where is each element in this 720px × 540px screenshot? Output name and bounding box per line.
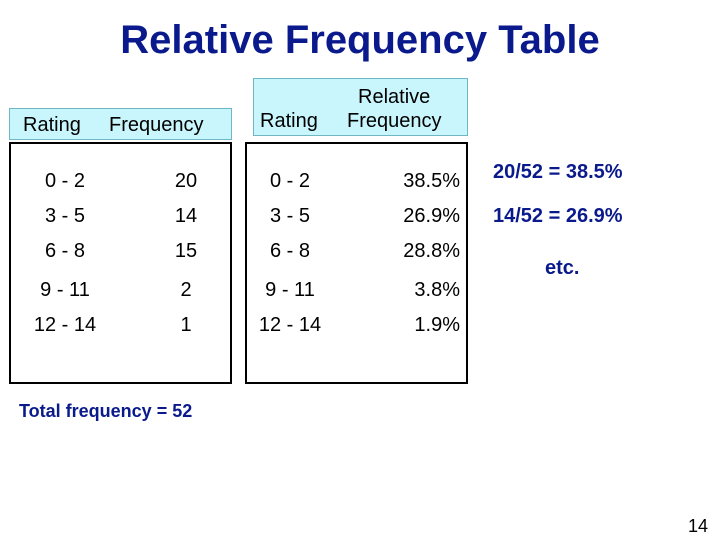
- frequency-table-header: Rating Frequency: [9, 108, 232, 140]
- relative-frequency-table: [245, 142, 468, 384]
- relfreq-rating-cell: 12 - 14: [258, 314, 322, 336]
- calc-note: 14/52 = 26.9%: [493, 205, 623, 227]
- freq-value-cell: 14: [174, 205, 198, 227]
- frequency-table: [9, 142, 232, 384]
- slide-title: Relative Frequency Table: [120, 18, 600, 62]
- freq-value-cell: 1: [180, 314, 192, 336]
- relfreq-rating-cell: 9 - 11: [265, 279, 315, 301]
- relfreq-value-cell: 1.9%: [414, 314, 460, 336]
- total-frequency-text: Total frequency = 52: [19, 401, 193, 421]
- freq-value-cell: 15: [174, 240, 198, 262]
- header-frequency: Frequency: [109, 114, 204, 136]
- header-rating: Rating: [23, 114, 81, 136]
- calc-note: etc.: [545, 257, 580, 279]
- relfreq-rating-cell: 3 - 5: [269, 205, 311, 227]
- freq-rating-cell: 3 - 5: [44, 205, 86, 227]
- relfreq-value-cell: 28.8%: [403, 240, 460, 262]
- relative-frequency-table-header: Relative Rating Frequency: [253, 78, 468, 136]
- header-relative: Relative: [358, 86, 431, 108]
- header-frequency: Frequency: [347, 110, 442, 132]
- relfreq-rating-cell: 6 - 8: [269, 240, 311, 262]
- page-number: 14: [687, 516, 708, 536]
- freq-value-cell: 2: [180, 279, 192, 301]
- freq-value-cell: 20: [174, 170, 198, 192]
- relfreq-rating-cell: 0 - 2: [269, 170, 311, 192]
- freq-rating-cell: 9 - 11: [40, 279, 90, 301]
- relfreq-value-cell: 3.8%: [414, 279, 460, 301]
- relfreq-value-cell: 38.5%: [403, 170, 460, 192]
- freq-rating-cell: 6 - 8: [44, 240, 86, 262]
- relfreq-value-cell: 26.9%: [403, 205, 460, 227]
- freq-rating-cell: 12 - 14: [33, 314, 97, 336]
- freq-rating-cell: 0 - 2: [44, 170, 86, 192]
- header-rating: Rating: [260, 110, 318, 132]
- calc-note: 20/52 = 38.5%: [493, 161, 623, 183]
